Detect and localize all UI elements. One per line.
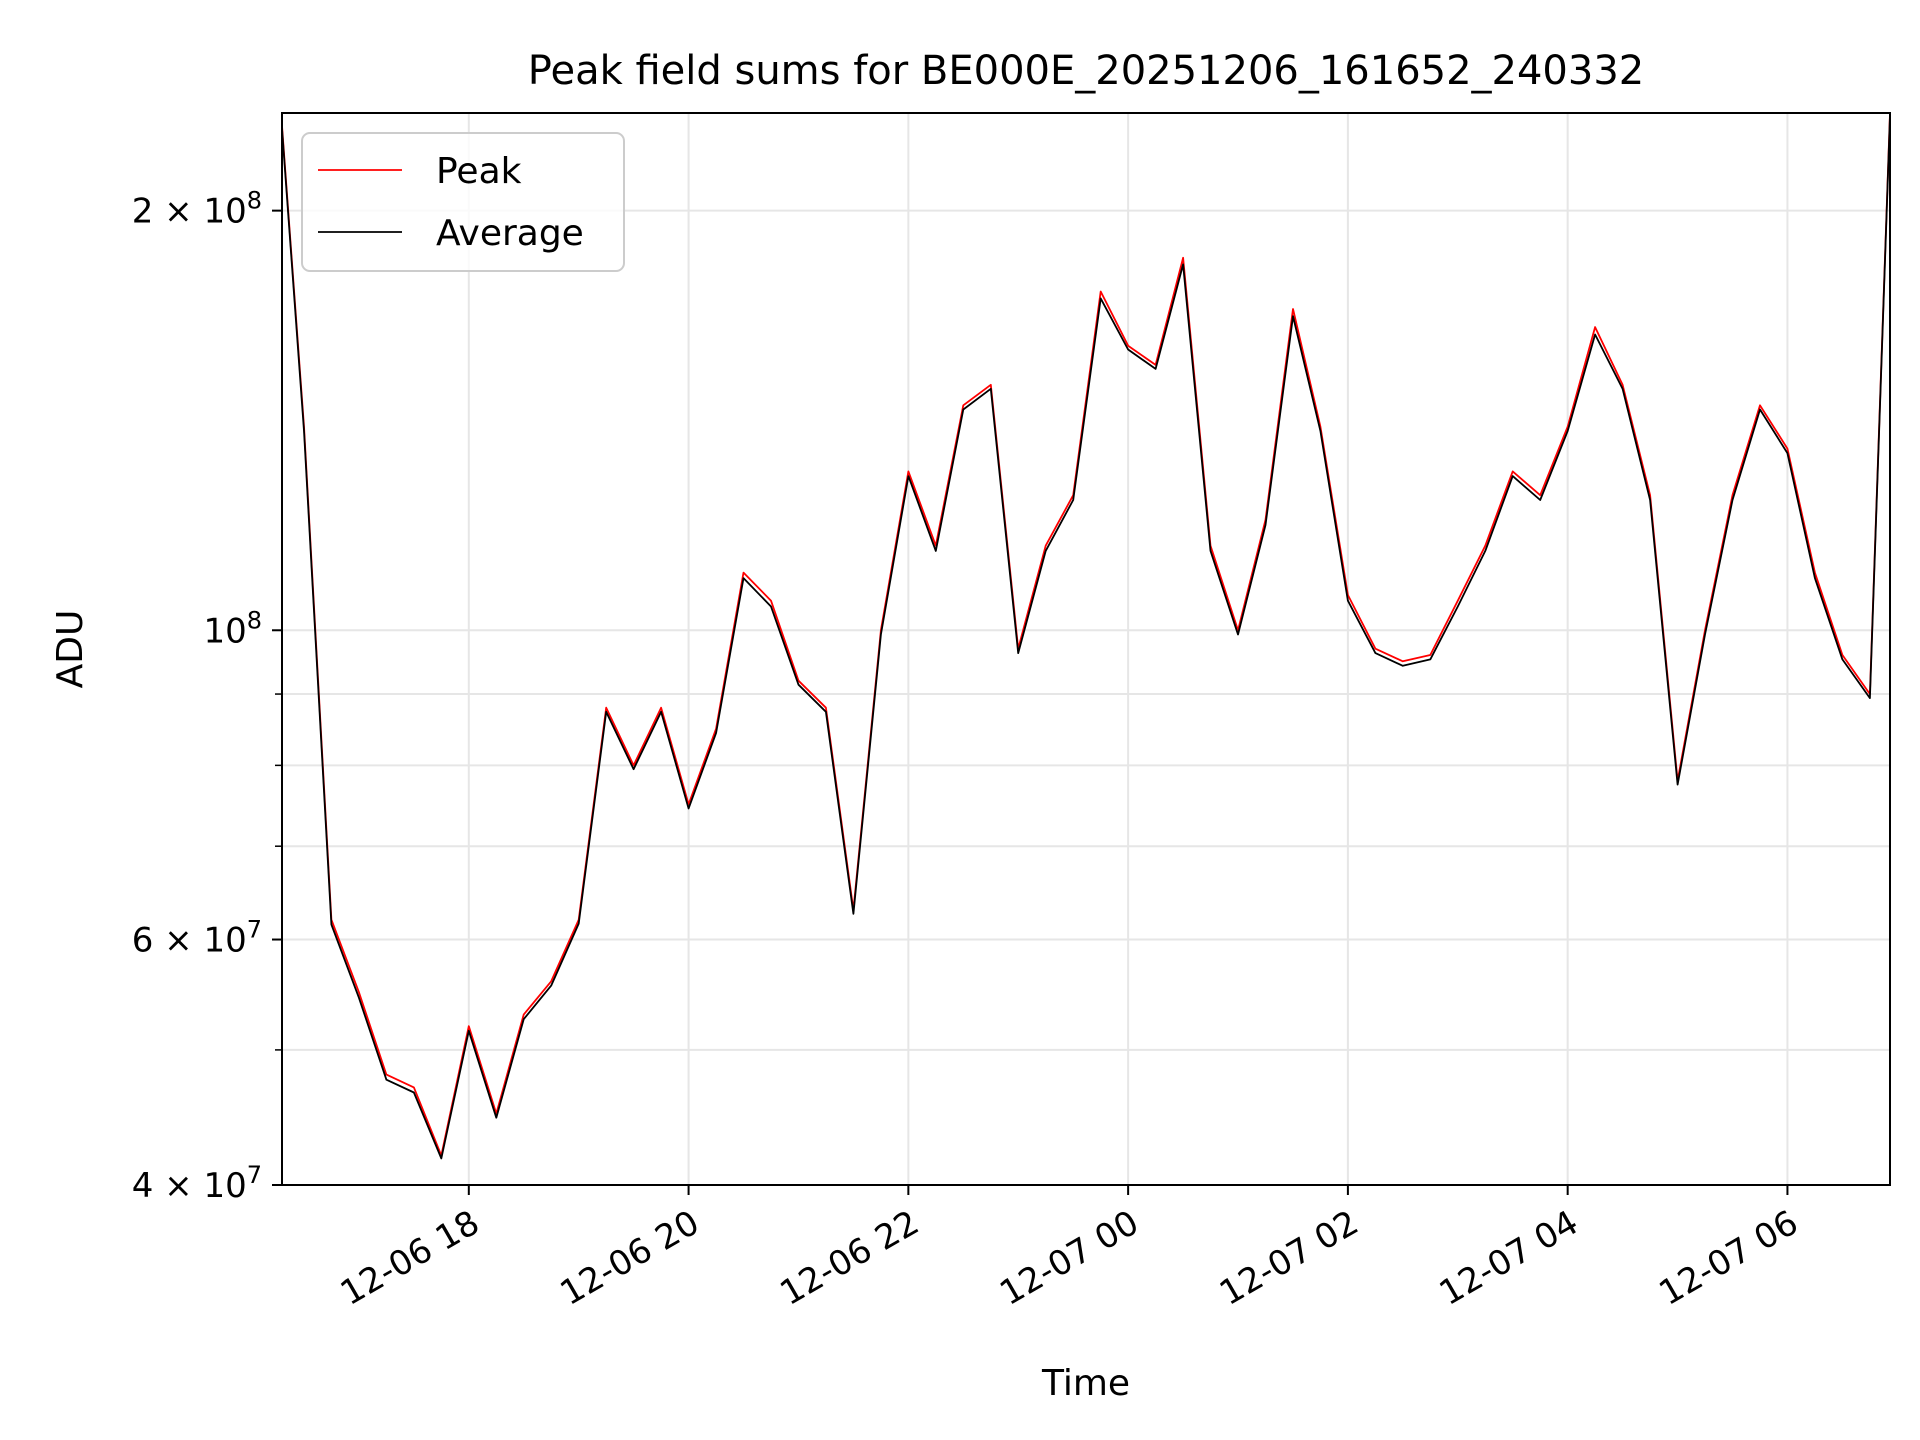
chart-title: Peak field sums for BE000E_20251206_1616…	[528, 48, 1644, 94]
y-tick-label: 2 × 108	[132, 187, 262, 232]
legend-label-peak: Peak	[436, 151, 522, 192]
legend-box	[301, 132, 625, 272]
y-tick-label: 6 × 107	[132, 916, 262, 961]
legend-label-average: Average	[436, 213, 584, 254]
y-axis-label: ADU	[50, 610, 91, 689]
legend: Peak Average	[301, 132, 625, 272]
series-line-average	[281, 115, 1891, 1160]
x-axis-label: Time	[1041, 1363, 1130, 1404]
plot-area	[281, 112, 1891, 1160]
y-tick-label: 4 × 107	[132, 1161, 262, 1206]
axes-frame	[281, 112, 1891, 1186]
